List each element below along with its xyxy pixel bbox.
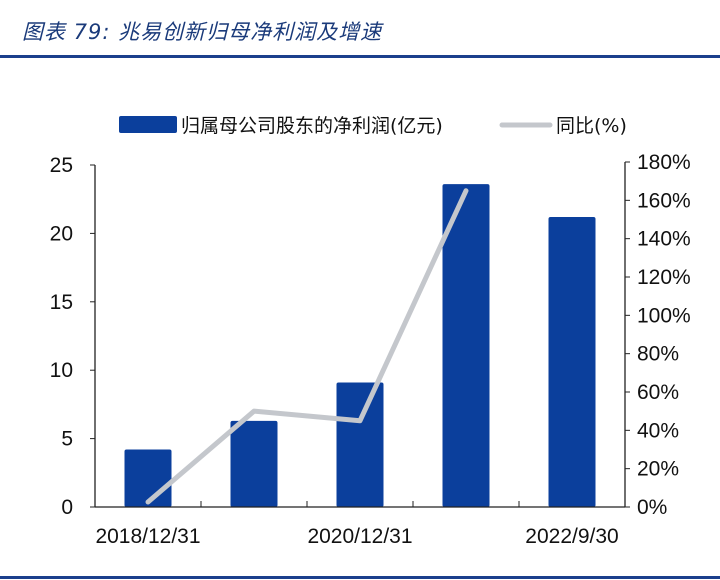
- legend-line-label: 同比(%): [556, 115, 627, 137]
- bar: [124, 449, 172, 507]
- bar: [230, 420, 278, 507]
- right-tick-label: 120%: [637, 266, 691, 289]
- left-tick-label: 20: [50, 222, 73, 245]
- right-tick-label: 140%: [637, 228, 691, 251]
- left-tick-label: 10: [50, 359, 73, 382]
- bar: [442, 184, 490, 508]
- right-tick-label: 160%: [637, 189, 691, 212]
- left-tick-label: 25: [50, 154, 73, 177]
- yoy-line: [145, 188, 469, 505]
- right-tick-label: 40%: [637, 419, 679, 442]
- left-tick-label: 5: [61, 428, 73, 451]
- legend-bar-swatch: [119, 116, 177, 133]
- right-tick-label: 80%: [637, 343, 679, 366]
- bar: [336, 382, 384, 507]
- x-tick-label: 2020/12/31: [307, 525, 412, 548]
- right-tick-label: 180%: [637, 151, 691, 174]
- bottom-divider: [0, 576, 720, 579]
- x-tick-label: 2018/12/31: [95, 525, 200, 548]
- right-tick-label: 0%: [637, 496, 667, 519]
- title-divider: [0, 55, 720, 58]
- legend: 归属母公司股东的净利润(亿元) 同比(%): [119, 115, 627, 137]
- left-tick-label: 0: [61, 496, 73, 519]
- left-tick-label: 15: [50, 291, 73, 314]
- x-tick-label: 2022/9/30: [525, 525, 618, 548]
- right-tick-label: 20%: [637, 458, 679, 481]
- figure-title: 图表 79: 兆易创新归母净利润及增速: [22, 20, 383, 44]
- right-tick-label: 60%: [637, 381, 679, 404]
- right-tick-label: 100%: [637, 304, 691, 327]
- legend-bar-label: 归属母公司股东的净利润(亿元): [181, 115, 443, 137]
- bar: [548, 216, 596, 507]
